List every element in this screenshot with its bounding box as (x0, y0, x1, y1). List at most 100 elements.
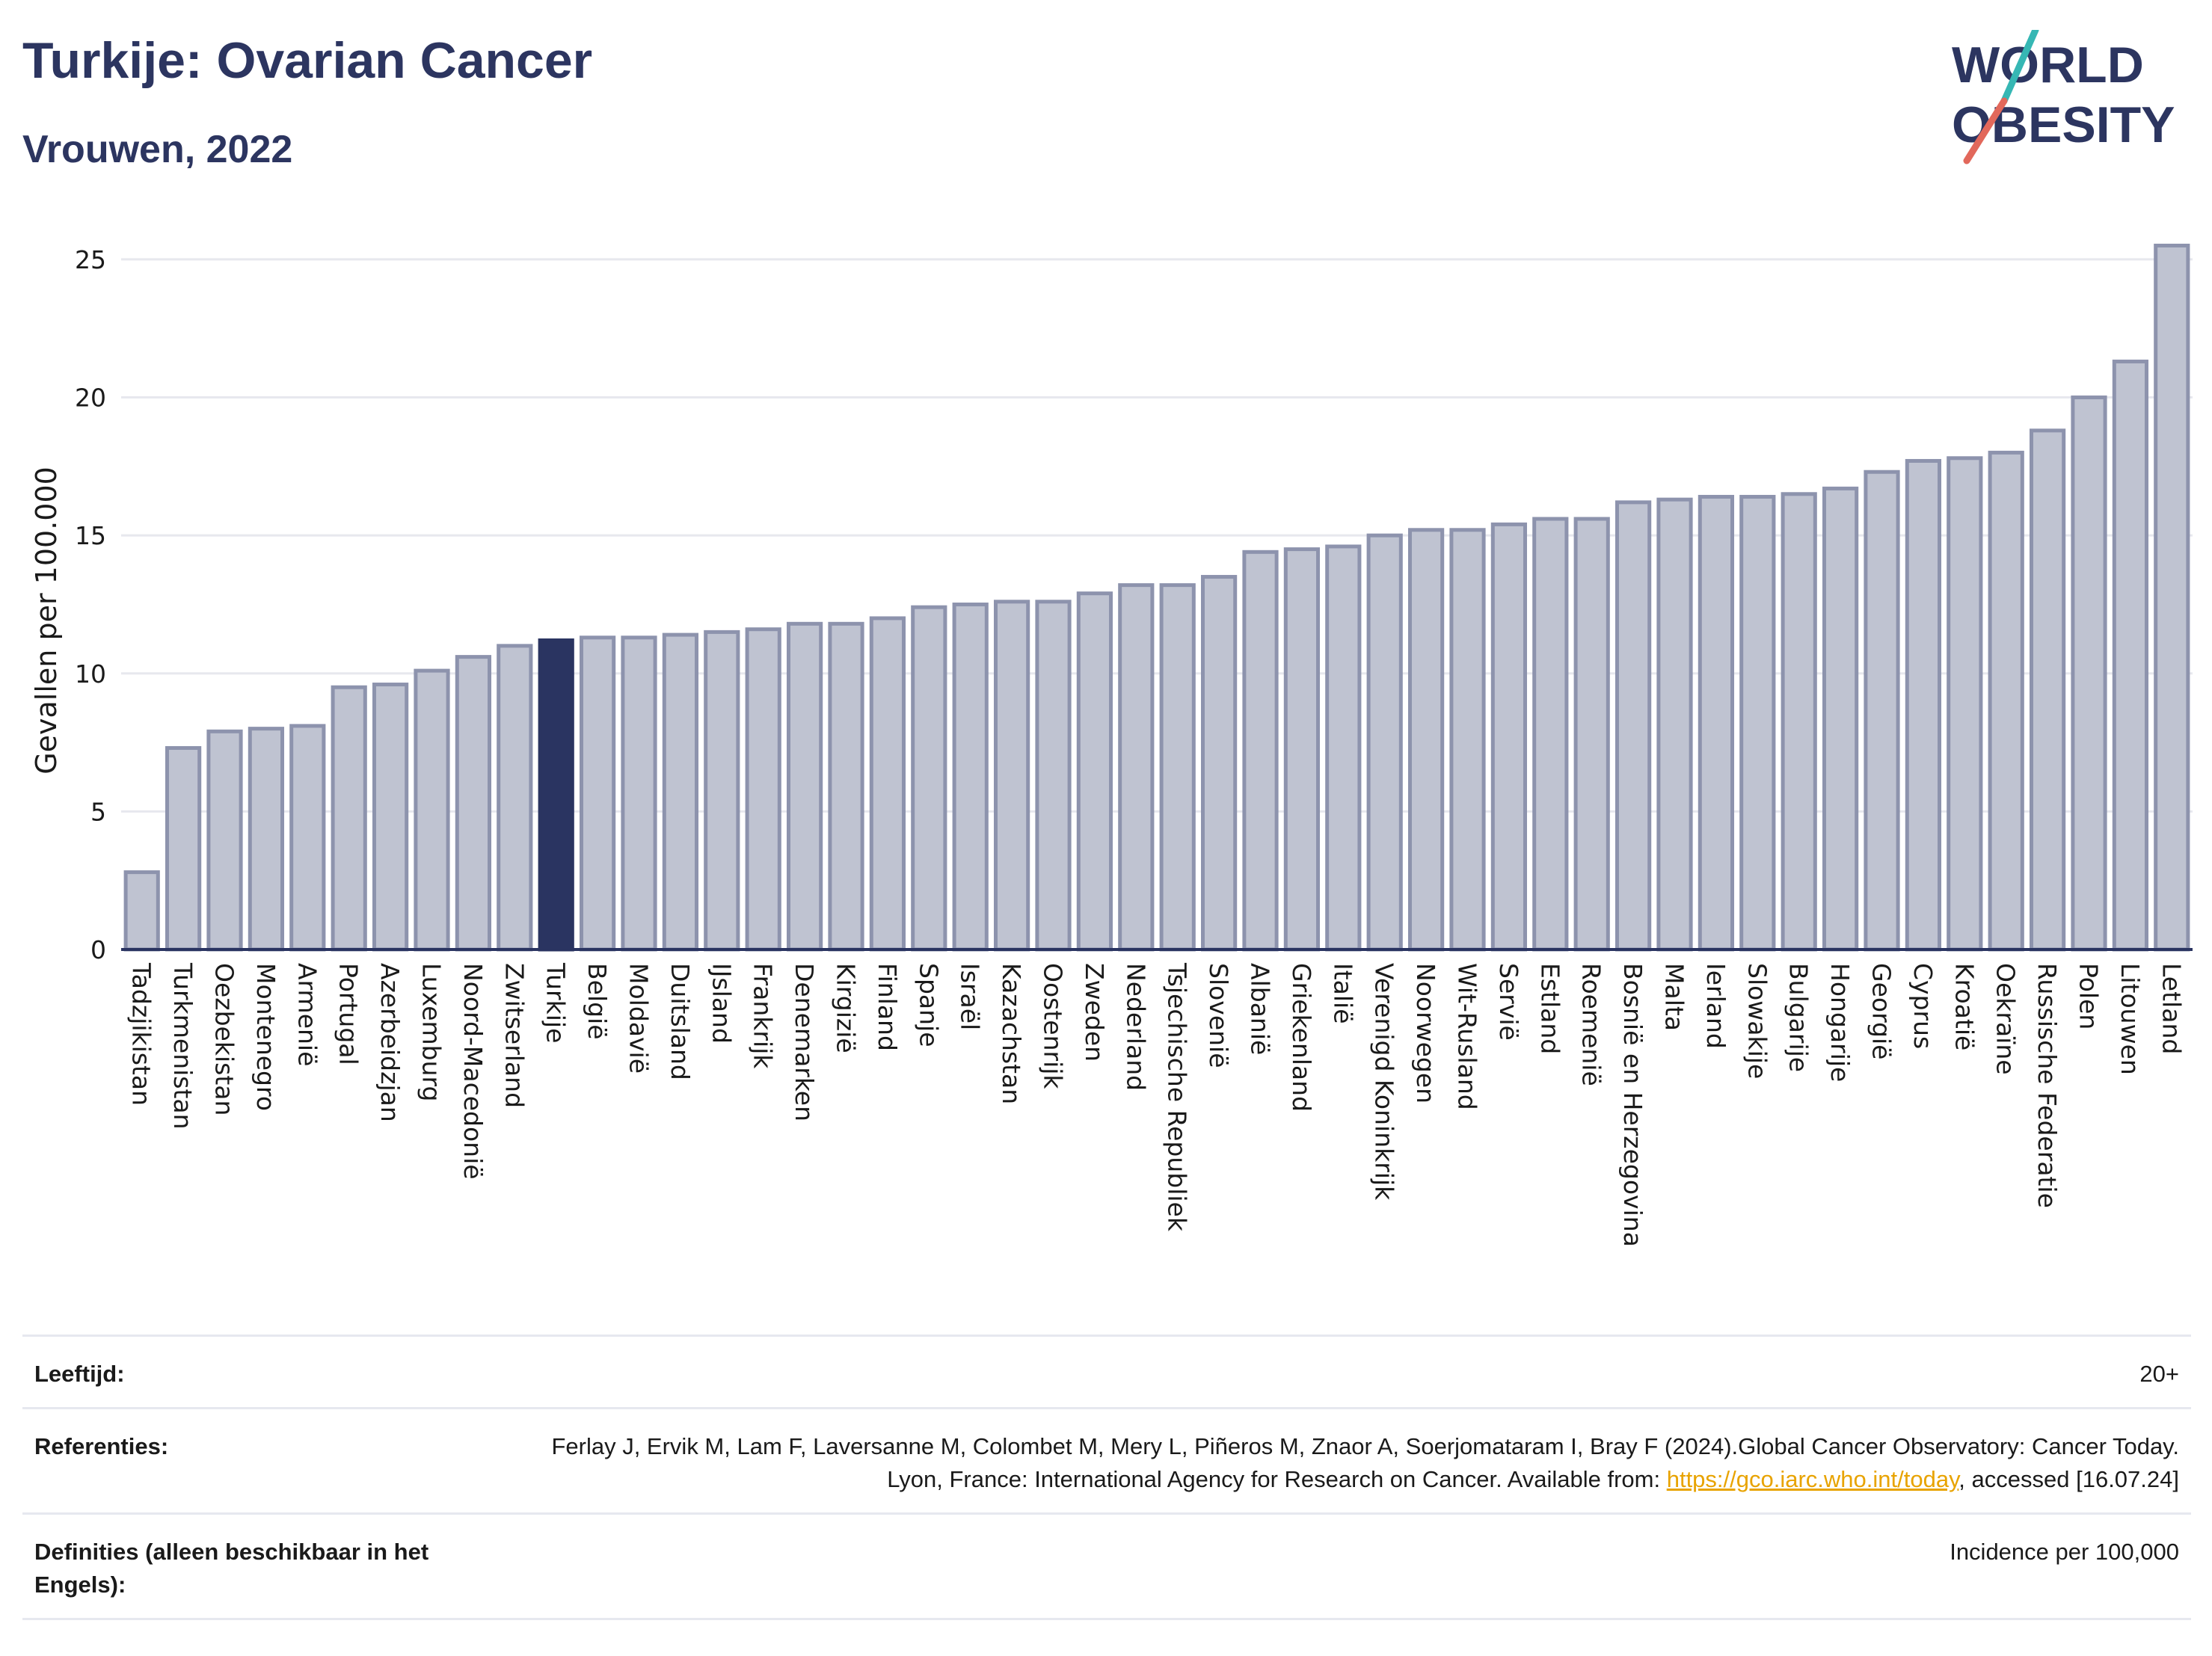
x-tick-label: Israël (956, 963, 985, 1030)
x-tick-label: Ierland (1701, 963, 1730, 1049)
bar-cyprus (1905, 458, 1942, 952)
x-tick-label: Bulgarije (1784, 963, 1813, 1072)
x-tick-label: Moldavië (624, 963, 654, 1074)
x-tick-label: Litouwen (2116, 963, 2145, 1075)
x-tick-label: Wit-Rusland (1453, 963, 1482, 1110)
x-tick-label: Italië (1328, 963, 1357, 1024)
x-tick-label: Azerbeidzjan (375, 963, 405, 1122)
bar-ierland (1698, 494, 1735, 952)
x-tick-label: Verenigd Koninkrijk (1370, 963, 1399, 1201)
logo-word-world: WORLD (1952, 37, 2144, 93)
bars (121, 243, 2193, 952)
x-tick-label: Slovenië (1204, 963, 1233, 1068)
bar-wit-rusland (1449, 528, 1486, 952)
bar-oezbekistan (206, 729, 243, 952)
x-tick-label: Malta (1660, 963, 1689, 1031)
bar-spanje (911, 605, 947, 952)
bar-griekenland (1283, 547, 1321, 952)
bar-albani- (1242, 550, 1279, 952)
bar-azerbeidzjan (372, 683, 409, 952)
bar-zweden (1076, 591, 1113, 952)
x-tick-label: Oezbekistan (210, 963, 239, 1115)
bar-luxemburg (414, 668, 450, 952)
bar-hongarije (1822, 486, 1859, 952)
x-tick-label: Frankrijk (749, 963, 778, 1069)
x-tick-label: Bosnië en Herzegovina (1618, 963, 1647, 1247)
bar-verenigd-koninkrijk (1366, 533, 1403, 952)
bar-portugal (331, 685, 367, 952)
y-tick-label: 15 (75, 521, 106, 550)
bar-noord-macedoni- (455, 655, 492, 952)
x-tick-label: Oekraïne (1991, 963, 2021, 1075)
world-obesity-logo: WORLD OBESITY (1952, 30, 2175, 164)
bar-moldavi- (621, 635, 657, 952)
x-tick-label: Zweden (1080, 963, 1109, 1062)
bar-tsjechische-republiek (1159, 583, 1196, 952)
bar-frankrijk (745, 627, 781, 952)
bar-georgi- (1864, 470, 1900, 952)
bar-letland (2154, 243, 2190, 952)
x-tick-label: Finland (873, 963, 902, 1051)
bar-turkmenistan (165, 745, 202, 952)
x-tick-label: Portugal (334, 963, 363, 1065)
footer-value: 20+ (2139, 1361, 2179, 1387)
footer-label: Leeftijd: (34, 1361, 125, 1387)
x-tick-label: Oostenrijk (1039, 963, 1068, 1089)
footer-value: Ferlay J, Ervik M, Lam F, Laversanne M, … (534, 1430, 2179, 1496)
x-tick-label: Noorwegen (1411, 963, 1440, 1104)
y-tick-label: 0 (90, 935, 106, 964)
bar-bulgarije (1781, 492, 1817, 952)
bar-itali- (1325, 544, 1362, 952)
bar-kroati- (1947, 456, 1983, 952)
bar-kazachstan (993, 600, 1030, 952)
bar-duitsland (662, 632, 699, 952)
reference-accessed: , accessed [16.07.24] (1958, 1466, 2179, 1492)
x-tick-label: Servië (1494, 963, 1523, 1041)
footer-label: Referenties: (34, 1433, 169, 1459)
x-tick-label: Tadzjikistan (127, 962, 156, 1106)
reference-link[interactable]: https://gco.iarc.who.int/today (1666, 1466, 1959, 1492)
x-tick-label: Zwitserland (500, 963, 529, 1108)
bar-polen (2071, 395, 2107, 952)
bar-zwitserland (497, 644, 533, 952)
bar-estland (1532, 517, 1569, 952)
y-axis-label: Gevallen per 100.000 (30, 467, 63, 775)
y-tick-label: 10 (75, 659, 106, 689)
bar-bosni-en-herzegovina (1615, 500, 1652, 952)
bar-isra-l (952, 602, 989, 952)
x-tick-label: Kazachstan (997, 963, 1026, 1104)
bar-malta (1656, 497, 1693, 952)
x-tick-label: België (583, 963, 612, 1040)
x-tick-label: Cyprus (1908, 963, 1938, 1049)
x-tick-label: Turkmenistan (168, 962, 197, 1130)
x-tick-label: Noord-Macedonië (458, 963, 488, 1180)
footer-value: Incidence per 100,000 (1950, 1539, 2179, 1565)
y-tick-labels: 0 5 10 15 20 25 (75, 245, 106, 964)
x-tick-label: Montenegro (251, 963, 280, 1111)
footer-label: Definities (alleen beschikbaar in het En… (34, 1539, 429, 1598)
bar-oostenrijk (1035, 600, 1072, 952)
footer-row-age: Leeftijd: 20+ (22, 1335, 2191, 1407)
bar-turkije (538, 638, 574, 952)
x-tick-label: Georgië (1867, 963, 1896, 1059)
bar-belgi- (579, 635, 616, 952)
bar-servi- (1490, 522, 1528, 952)
x-tick-label: Russische Federatie (2033, 963, 2062, 1208)
reference-text: Ferlay J, Ervik M, Lam F, Laversanne M, … (551, 1433, 2179, 1492)
x-tick-label: IJsland (707, 963, 736, 1044)
chart-subtitle: Vrouwen, 2022 (22, 128, 293, 171)
bar-oekra-ne (1988, 450, 2024, 952)
x-tick-label: Roemenië (1577, 963, 1606, 1086)
y-tick-label: 25 (75, 245, 106, 274)
logo-slash-teal (2000, 30, 2039, 105)
bar-chart: 0 5 10 15 20 25 Tadzjikistan Turkmenistan Oezbe… (30, 243, 2193, 1247)
chart-title: Turkije: Ovarian Cancer (22, 32, 593, 89)
bar-litouwen (2112, 360, 2149, 952)
x-tick-label: Letland (2157, 963, 2186, 1054)
x-tick-label: Luxemburg (417, 963, 446, 1101)
bar-roemeni- (1573, 517, 1610, 952)
bar-ijsland (704, 630, 740, 952)
bar-armeni- (289, 724, 326, 952)
footer-row-definitions: Definities (alleen beschikbaar in het En… (22, 1512, 2191, 1620)
logo-slash-coral (1963, 97, 2008, 164)
